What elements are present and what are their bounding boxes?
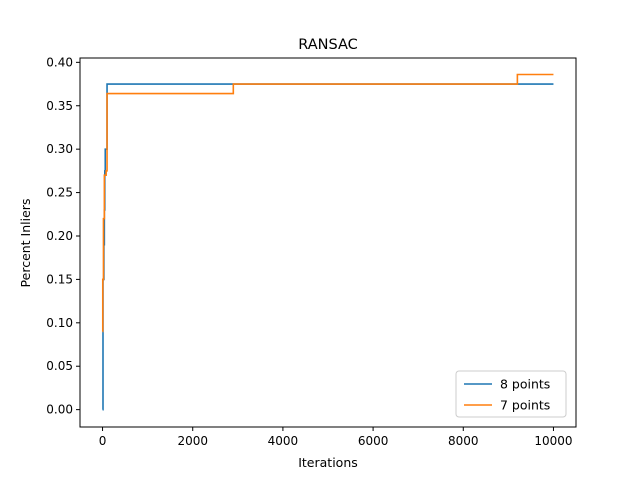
- x-tick-label: 4000: [268, 434, 299, 448]
- x-tick-label: 10000: [534, 434, 572, 448]
- x-tick-label: 2000: [177, 434, 208, 448]
- y-tick-label: 0.35: [46, 99, 73, 113]
- series-line-7-points: [101, 73, 554, 333]
- y-tick-label: 0.40: [46, 55, 73, 69]
- y-tick-label: 0.10: [46, 316, 73, 330]
- plot-area: [101, 73, 554, 411]
- y-tick-label: 0.20: [46, 229, 73, 243]
- y-tick-label: 0.30: [46, 142, 73, 156]
- x-tick-label: 6000: [358, 434, 389, 448]
- x-tick-label: 0: [99, 434, 107, 448]
- legend: 8 points 7 points: [455, 370, 567, 418]
- x-axis-label: Iterations: [298, 455, 358, 470]
- y-axis-label: Percent Inliers: [18, 199, 33, 288]
- plot-frame: [79, 57, 577, 428]
- y-axis: 0.00 0.05 0.10 0.15 0.20 0.25 0.30 0.35 0.40: [46, 55, 80, 417]
- y-tick-label: 0.05: [46, 359, 73, 373]
- y-tick-label: 0.25: [46, 186, 73, 200]
- x-tick-label: 8000: [448, 434, 479, 448]
- legend-label: 7 points: [500, 398, 550, 413]
- y-tick-label: 0.15: [46, 272, 73, 286]
- chart-title: RANSAC: [298, 37, 358, 53]
- y-tick-label: 0.00: [46, 403, 73, 417]
- legend-label: 8 points: [500, 377, 550, 392]
- x-axis: 0 2000 4000 6000 8000 10000: [99, 427, 573, 448]
